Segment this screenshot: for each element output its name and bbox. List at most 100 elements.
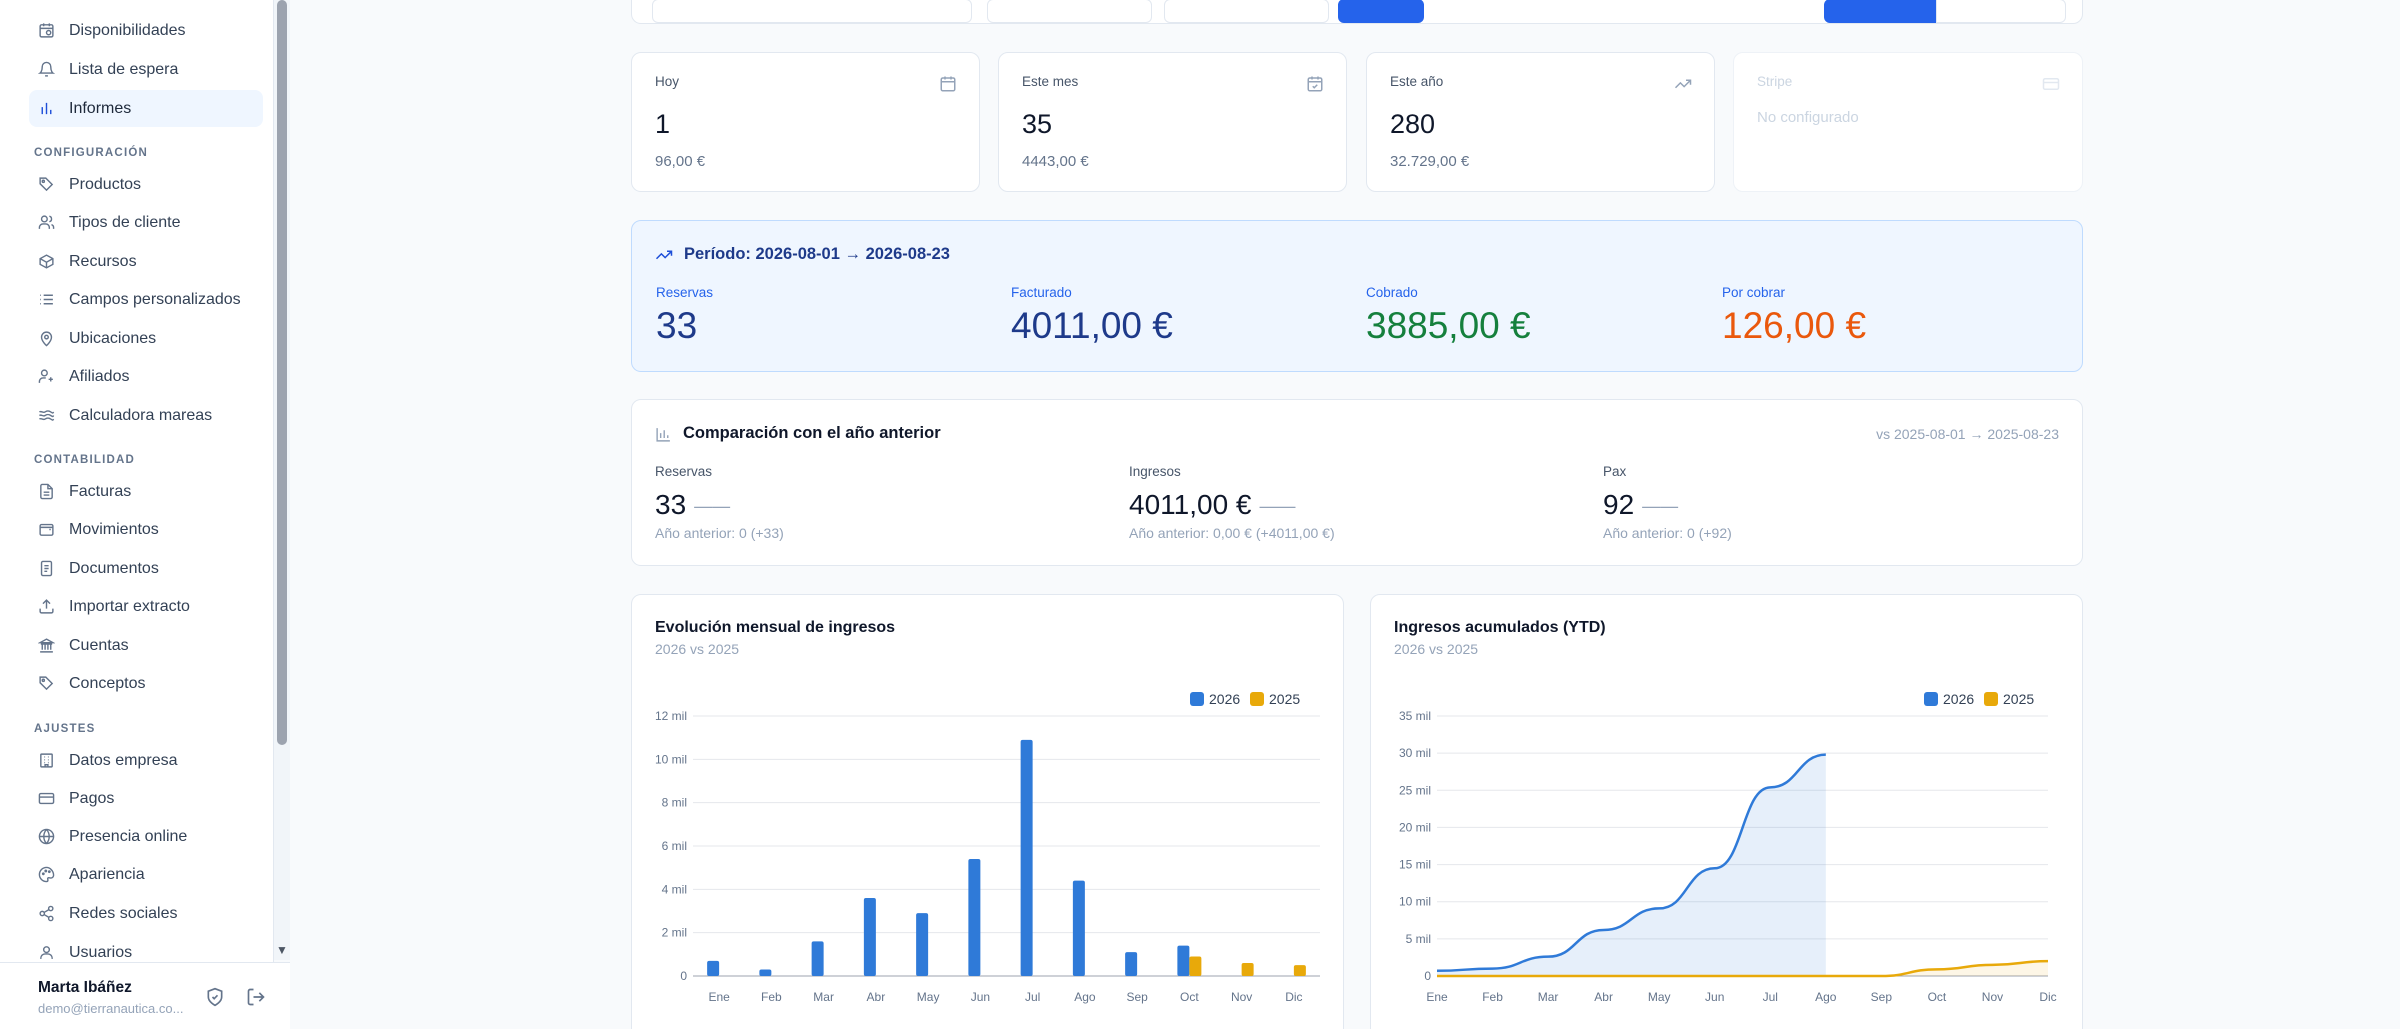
y-tick-label: 5 mil	[1406, 932, 1431, 946]
user-name: Marta Ibáñez	[38, 979, 132, 996]
sidebar-item-apariencia[interactable]: Apariencia	[29, 856, 263, 893]
x-tick-label: Feb	[1482, 990, 1503, 1004]
x-tick-label: May	[917, 990, 940, 1004]
sidebar-item-recursos[interactable]: Recursos	[29, 243, 263, 280]
stat-amount: 96,00 €	[655, 153, 706, 170]
kpi-label-facturado: Facturado	[1011, 285, 1072, 300]
upload-icon	[29, 598, 69, 615]
sidebar-item-movimientos[interactable]: Movimientos	[29, 511, 263, 548]
stat-card-este-mes: Este mes 35 4443,00 €	[998, 52, 1347, 192]
x-tick-label: Mar	[1538, 990, 1559, 1004]
sidebar-item-facturas[interactable]: Facturas	[29, 473, 263, 510]
shield-icon[interactable]	[205, 987, 225, 1007]
cmp-prev-pax: Año anterior: 0 (+92)	[1603, 525, 1732, 541]
legend-label-2026: 2026	[1943, 691, 1974, 707]
stat-value: 35	[1022, 109, 1053, 139]
sidebar-item-productos[interactable]: Productos	[29, 166, 263, 203]
cmp-value-reservas: 33 ——	[655, 489, 731, 520]
calendar-clock-icon	[29, 22, 69, 39]
logout-icon[interactable]	[246, 987, 266, 1007]
chart-subtitle: 2026 vs 2025	[655, 641, 740, 657]
kpi-label-por-cobrar: Por cobrar	[1722, 285, 1786, 300]
sidebar-item-afiliados[interactable]: Afiliados	[29, 358, 263, 395]
stat-card-este-ano: Este año 280 32.729,00 €	[1366, 52, 1715, 192]
sidebar-item-documentos[interactable]: Documentos	[29, 550, 263, 587]
y-tick-label: 0	[1424, 969, 1431, 983]
date-to-field[interactable]	[1164, 0, 1329, 23]
line-2025	[1437, 959, 2049, 978]
x-tick-label: Oct	[1928, 990, 1947, 1004]
apply-button[interactable]	[1338, 0, 1424, 23]
bar-2026-Jun	[968, 859, 981, 976]
wallet-icon	[29, 521, 69, 538]
x-tick-label: Mar	[813, 990, 834, 1004]
x-tick-label: Nov	[1982, 990, 2003, 1004]
scroll-down-arrow-icon[interactable]: ▼	[276, 943, 288, 957]
y-tick-label: 35 mil	[1399, 709, 1431, 723]
bar-2026-Jul	[1020, 739, 1033, 976]
comparison-card: Comparación con el año anterior vs 2025-…	[631, 399, 2083, 566]
cmp-value-pax: 92 ——	[1603, 489, 1679, 520]
sidebar-scrollbar-thumb[interactable]	[277, 0, 287, 745]
sidebar-item-lista-de-espera[interactable]: Lista de espera	[29, 51, 263, 88]
stat-amount: 32.729,00 €	[1390, 153, 1470, 170]
sidebar-item-label: Datos empresa	[69, 751, 178, 769]
view-toggle-active[interactable]	[1824, 0, 1936, 23]
tags-icon	[29, 675, 69, 692]
sidebar-item-tipos-de-cliente[interactable]: Tipos de cliente	[29, 204, 263, 241]
section-configuracion: CONFIGURACIÓN	[34, 147, 148, 159]
section-ajustes: AJUSTES	[34, 723, 96, 735]
y-tick-label: 10 mil	[655, 752, 687, 766]
chart-title: Evolución mensual de ingresos	[655, 619, 896, 636]
sidebar-item-label: Tipos de cliente	[69, 213, 181, 231]
x-tick-label: Sep	[1126, 990, 1148, 1004]
x-tick-label: Ene	[1426, 990, 1448, 1004]
period-preset-selector[interactable]	[652, 0, 972, 23]
map-pin-icon	[29, 330, 69, 347]
users-icon	[29, 214, 69, 231]
sidebar-item-importar-extracto[interactable]: Importar extracto	[29, 588, 263, 625]
bar-chart-icon	[655, 426, 672, 443]
sidebar-item-datos-empresa[interactable]: Datos empresa	[29, 742, 263, 779]
stat-value: 280	[1390, 109, 1436, 139]
stat-label: Stripe	[1757, 74, 1793, 89]
period-title: Período: 2026-08-01 → 2026-08-23	[684, 245, 950, 263]
sidebar-item-label: Informes	[69, 99, 132, 117]
sidebar-item-presencia-online[interactable]: Presencia online	[29, 818, 263, 855]
sidebar-item-label: Recursos	[69, 252, 137, 270]
share-icon	[29, 905, 69, 922]
sidebar-item-ubicaciones[interactable]: Ubicaciones	[29, 320, 263, 357]
date-from-field[interactable]	[987, 0, 1152, 23]
trend-dash: ——	[694, 496, 731, 517]
sidebar-item-label: Documentos	[69, 559, 159, 577]
stat-status: No configurado	[1757, 109, 1859, 126]
x-tick-label: Oct	[1180, 990, 1199, 1004]
sidebar-item-usuarios[interactable]: Usuarios	[29, 934, 263, 960]
sidebar-item-campos-personalizados[interactable]: Campos personalizados	[29, 281, 263, 318]
x-tick-label: Sep	[1871, 990, 1893, 1004]
sidebar: Disponibilidades Lista de espera Informe…	[0, 0, 290, 1029]
legend-label-2025: 2025	[1269, 691, 1300, 707]
cmp-label-ingresos: Ingresos	[1129, 464, 1181, 479]
kpi-label-cobrado: Cobrado	[1366, 285, 1418, 300]
sidebar-item-calculadora-mareas[interactable]: Calculadora mareas	[29, 397, 263, 434]
stat-amount: 4443,00 €	[1022, 153, 1089, 170]
building-icon	[29, 752, 69, 769]
sidebar-item-disponibilidades[interactable]: Disponibilidades	[29, 12, 263, 49]
x-tick-label: Abr	[1594, 990, 1613, 1004]
x-tick-label: Feb	[761, 990, 782, 1004]
sidebar-item-redes-sociales[interactable]: Redes sociales	[29, 895, 263, 932]
trend-dash: ——	[1259, 496, 1296, 517]
sidebar-item-pagos[interactable]: Pagos	[29, 780, 263, 817]
comparison-range: vs 2025-08-01 → 2025-08-23	[1876, 426, 2059, 442]
y-tick-label: 8 mil	[662, 796, 687, 810]
kpi-value-por-cobrar: 126,00 €	[1722, 305, 1867, 346]
sidebar-item-informes[interactable]: Informes	[29, 90, 263, 127]
view-toggle[interactable]	[1936, 0, 2066, 23]
sidebar-item-conceptos[interactable]: Conceptos	[29, 665, 263, 702]
box-icon	[29, 253, 69, 270]
x-tick-label: May	[1648, 990, 1671, 1004]
sidebar-item-cuentas[interactable]: Cuentas	[29, 627, 263, 664]
credit-card-icon	[2042, 75, 2060, 93]
calendar-icon	[939, 75, 957, 93]
